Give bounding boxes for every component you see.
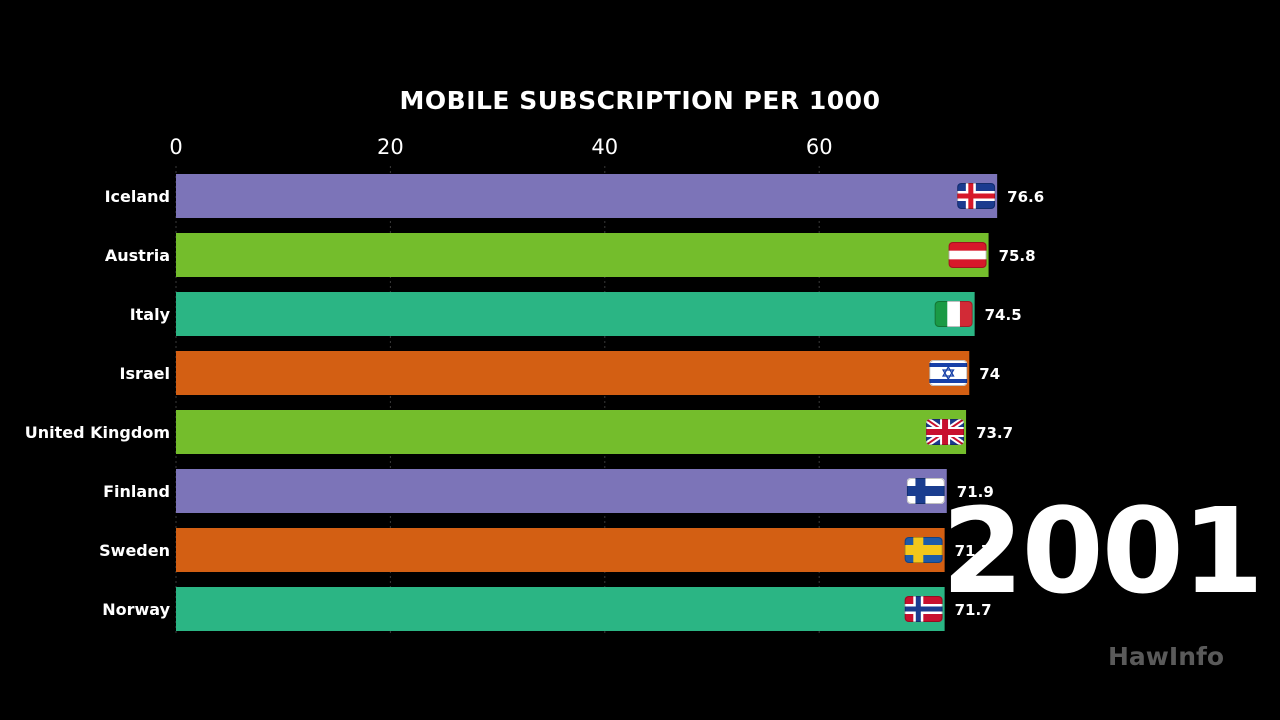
value-label: 71.7 <box>955 542 992 560</box>
value-label: 71.7 <box>955 601 992 619</box>
category-label: Iceland <box>105 187 170 206</box>
category-label: United Kingdom <box>25 423 170 442</box>
value-label: 74.5 <box>985 306 1022 324</box>
chart-title: MOBILE SUBSCRIPTION PER 1000 <box>399 86 881 115</box>
iceland-flag <box>957 183 996 209</box>
year-label: 2001 <box>941 482 1264 620</box>
watermark-logo: HawInfo <box>1108 642 1225 671</box>
bar-norway <box>176 587 945 631</box>
bar-iceland <box>176 174 998 218</box>
category-label: Finland <box>103 482 170 501</box>
israel-flag <box>929 360 968 386</box>
bars <box>176 174 998 631</box>
sweden-flag <box>904 537 943 563</box>
value-label: 76.6 <box>1007 188 1044 206</box>
norway-flag <box>904 596 943 622</box>
bar-united-kingdom <box>176 410 967 454</box>
finland-flag <box>906 478 945 504</box>
uk-flag <box>926 419 965 445</box>
category-label: Israel <box>120 364 171 383</box>
bar-finland <box>176 469 947 513</box>
x-tick-label: 40 <box>591 135 618 159</box>
x-tick-label: 60 <box>806 135 833 159</box>
x-tick-label: 20 <box>377 135 404 159</box>
bar-italy <box>176 292 975 336</box>
category-label: Austria <box>105 246 170 265</box>
italy-flag <box>934 301 973 327</box>
bar-sweden <box>176 528 945 572</box>
bar-israel <box>176 351 970 395</box>
value-label: 74 <box>979 365 1000 383</box>
x-axis-ticks: 0 20 40 60 <box>169 135 832 159</box>
category-label: Italy <box>130 305 171 324</box>
category-label: Sweden <box>99 541 170 560</box>
x-tick-label: 0 <box>169 135 182 159</box>
value-label: 75.8 <box>999 247 1036 265</box>
value-label: 71.9 <box>957 483 994 501</box>
labels: Iceland 76.6 Austria 75.8 Italy 74.5 Israel 74 U… <box>25 187 1044 619</box>
category-label: Norway <box>102 600 170 619</box>
value-label: 73.7 <box>976 424 1013 442</box>
austria-flag <box>948 242 987 268</box>
bar-austria <box>176 233 989 277</box>
flags <box>904 183 996 622</box>
